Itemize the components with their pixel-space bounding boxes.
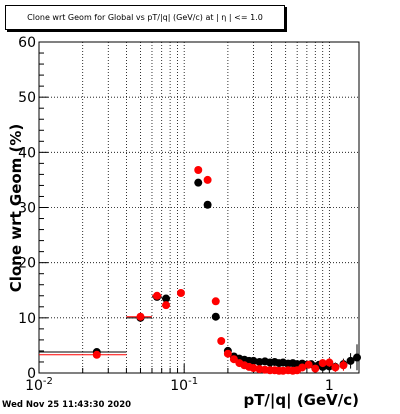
data-point: [346, 353, 355, 369]
y-tick-label: 30: [18, 201, 36, 217]
marker: [211, 297, 220, 306]
data-point: [339, 359, 348, 371]
data-point: [194, 178, 203, 187]
x-tick-label: 10-2: [25, 376, 53, 394]
marker: [331, 363, 340, 372]
x-axis-label: pT/|q| (GeV/c): [243, 391, 359, 410]
data-point: [211, 297, 220, 306]
marker: [162, 294, 171, 303]
data-point: [249, 364, 258, 373]
marker: [162, 301, 171, 310]
marker: [203, 200, 212, 209]
data-point: [311, 364, 320, 373]
chart-title: Clone wrt Geom for Global vs pT/|q| (GeV…: [5, 5, 285, 30]
data-point: [126, 312, 152, 321]
marker: [203, 175, 212, 184]
data-point: [318, 359, 327, 368]
marker: [304, 360, 313, 369]
timestamp-footer: Wed Nov 25 11:43:30 2020: [2, 400, 132, 410]
y-axis-label: Clone wrt Geom (%): [7, 124, 25, 293]
marker: [223, 349, 232, 358]
marker: [136, 312, 145, 321]
data-point: [161, 301, 171, 310]
marker: [249, 356, 258, 365]
data-point: [249, 356, 258, 365]
y-tick-label: 50: [18, 90, 36, 106]
data-marks: [39, 165, 361, 375]
marker: [176, 289, 185, 298]
x-tick-label: 10-1: [170, 376, 198, 394]
y-tick-label: 20: [18, 256, 36, 272]
marker: [249, 364, 258, 373]
marker: [318, 359, 327, 368]
marker: [194, 178, 203, 187]
marker: [325, 358, 334, 367]
data-point: [352, 344, 361, 371]
data-point: [304, 360, 313, 369]
y-tick-label: 40: [18, 145, 36, 161]
marker: [339, 361, 348, 370]
marker: [298, 363, 307, 372]
marker: [352, 353, 361, 362]
grid-lines: [39, 42, 359, 373]
data-point: [211, 312, 220, 321]
data-point: [217, 337, 226, 346]
data-point: [151, 291, 162, 300]
marker: [153, 291, 162, 300]
data-point: [325, 358, 334, 367]
data-point: [203, 200, 212, 209]
y-tick-label: 0: [27, 366, 36, 382]
data-point: [194, 165, 203, 174]
marker: [92, 350, 101, 359]
marker: [217, 337, 226, 346]
y-tick-label: 60: [18, 35, 36, 51]
y-tick-label: 10: [18, 311, 36, 327]
marker: [194, 165, 203, 174]
marker: [311, 364, 320, 373]
marker: [211, 312, 220, 321]
data-point: [161, 294, 171, 303]
marker: [346, 356, 355, 365]
data-point: [298, 363, 307, 372]
data-point: [39, 350, 127, 359]
axis-ticks: 0 10 20 30 40 50 60 10-2 10-1 1: [18, 35, 334, 394]
data-point: [223, 349, 232, 358]
x-tick-label: 1: [325, 378, 334, 394]
data-point: [331, 363, 340, 372]
data-point: [176, 289, 185, 298]
data-point: [203, 175, 212, 184]
